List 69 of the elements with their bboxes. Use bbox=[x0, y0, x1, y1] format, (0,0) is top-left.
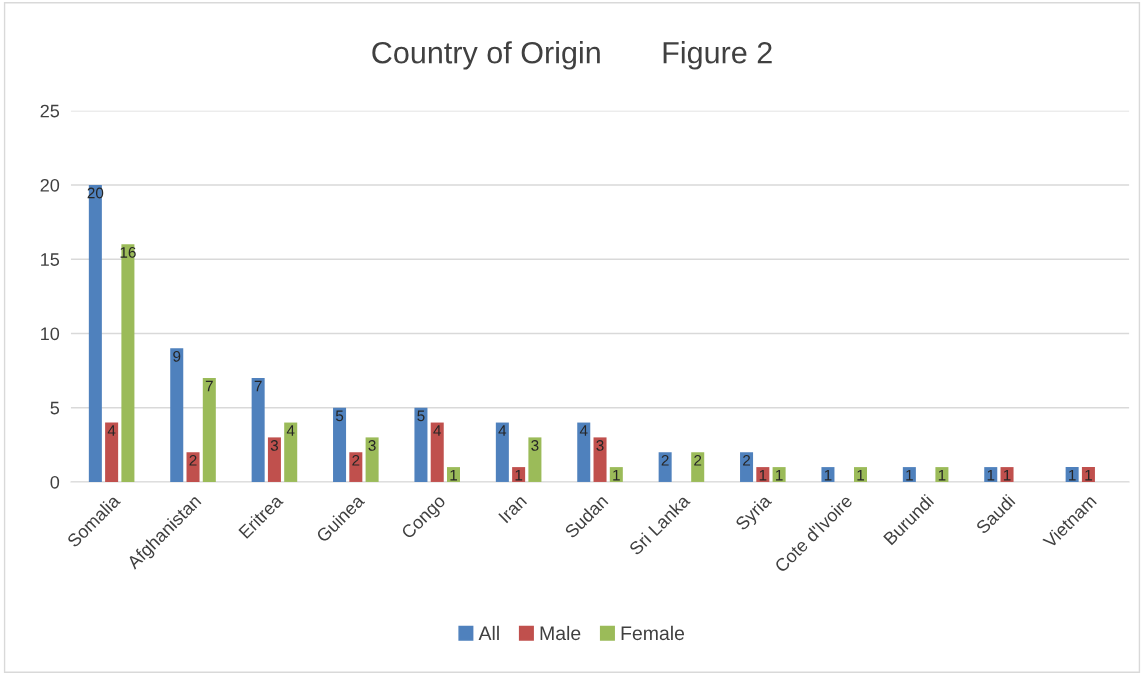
data-label: 2 bbox=[661, 454, 669, 466]
data-label: 1 bbox=[824, 469, 832, 481]
data-label: 1 bbox=[987, 469, 995, 481]
data-label: 4 bbox=[286, 425, 295, 436]
bar bbox=[577, 422, 591, 482]
bar bbox=[495, 422, 509, 482]
bar bbox=[365, 437, 379, 482]
bar bbox=[1065, 467, 1079, 482]
bar bbox=[251, 378, 265, 482]
bar bbox=[170, 348, 184, 482]
bar bbox=[658, 452, 672, 482]
y-tick-label: 20 bbox=[40, 178, 60, 192]
data-label: 3 bbox=[531, 440, 539, 451]
y-tick-label: 5 bbox=[50, 401, 60, 415]
bar bbox=[414, 407, 428, 482]
bar bbox=[349, 452, 363, 482]
data-label: 2 bbox=[352, 454, 360, 466]
data-label: 2 bbox=[743, 454, 751, 466]
bar bbox=[740, 452, 754, 482]
chart-title: Country of Origin Figure 2 bbox=[372, 41, 772, 70]
data-label: 1 bbox=[613, 469, 620, 481]
data-label: 1 bbox=[906, 469, 913, 481]
data-label: 2 bbox=[694, 454, 702, 466]
data-label: 4 bbox=[107, 425, 116, 436]
data-label: 3 bbox=[368, 440, 376, 451]
data-label: 1 bbox=[515, 469, 523, 481]
x-tick-label: Iran bbox=[498, 494, 528, 524]
data-label: 5 bbox=[417, 410, 425, 422]
y-tick-label: 0 bbox=[50, 475, 60, 489]
legend-label: Male bbox=[540, 625, 581, 641]
data-label: 4 bbox=[498, 425, 507, 436]
data-label: 1 bbox=[450, 469, 458, 481]
bar bbox=[772, 467, 786, 482]
bar bbox=[430, 422, 444, 482]
bar bbox=[528, 437, 542, 482]
data-label: 3 bbox=[596, 440, 604, 451]
legend-label: Female bbox=[621, 625, 685, 641]
y-tick-label: 25 bbox=[40, 104, 60, 118]
data-label: 1 bbox=[857, 469, 865, 481]
bar bbox=[593, 437, 607, 482]
bar bbox=[186, 452, 200, 482]
y-tick-label: 10 bbox=[41, 327, 60, 341]
data-label: 1 bbox=[938, 469, 946, 481]
data-label: 3 bbox=[270, 440, 279, 451]
data-label: 1 bbox=[1003, 469, 1011, 481]
bar bbox=[284, 422, 298, 482]
bar bbox=[1081, 467, 1095, 482]
data-label: 2 bbox=[189, 454, 197, 466]
data-label: 1 bbox=[1085, 469, 1092, 481]
data-label: 7 bbox=[254, 380, 262, 392]
data-label: 7 bbox=[205, 380, 213, 392]
data-label: 4 bbox=[433, 425, 442, 436]
bar bbox=[202, 378, 216, 482]
bar bbox=[121, 244, 135, 482]
bar bbox=[88, 184, 102, 482]
bar bbox=[609, 467, 623, 482]
data-label: 1 bbox=[1069, 469, 1076, 481]
legend-label: All bbox=[478, 625, 499, 640]
bar bbox=[902, 467, 916, 482]
y-tick-label: 15 bbox=[41, 253, 60, 266]
bar bbox=[333, 407, 347, 482]
bar bbox=[267, 437, 281, 482]
data-label: 5 bbox=[335, 410, 344, 422]
data-label: 4 bbox=[579, 425, 588, 436]
data-label: 9 bbox=[173, 350, 181, 362]
data-label: 1 bbox=[776, 469, 783, 481]
bar bbox=[105, 422, 119, 482]
bar bbox=[691, 452, 705, 482]
data-label: 1 bbox=[759, 469, 767, 481]
